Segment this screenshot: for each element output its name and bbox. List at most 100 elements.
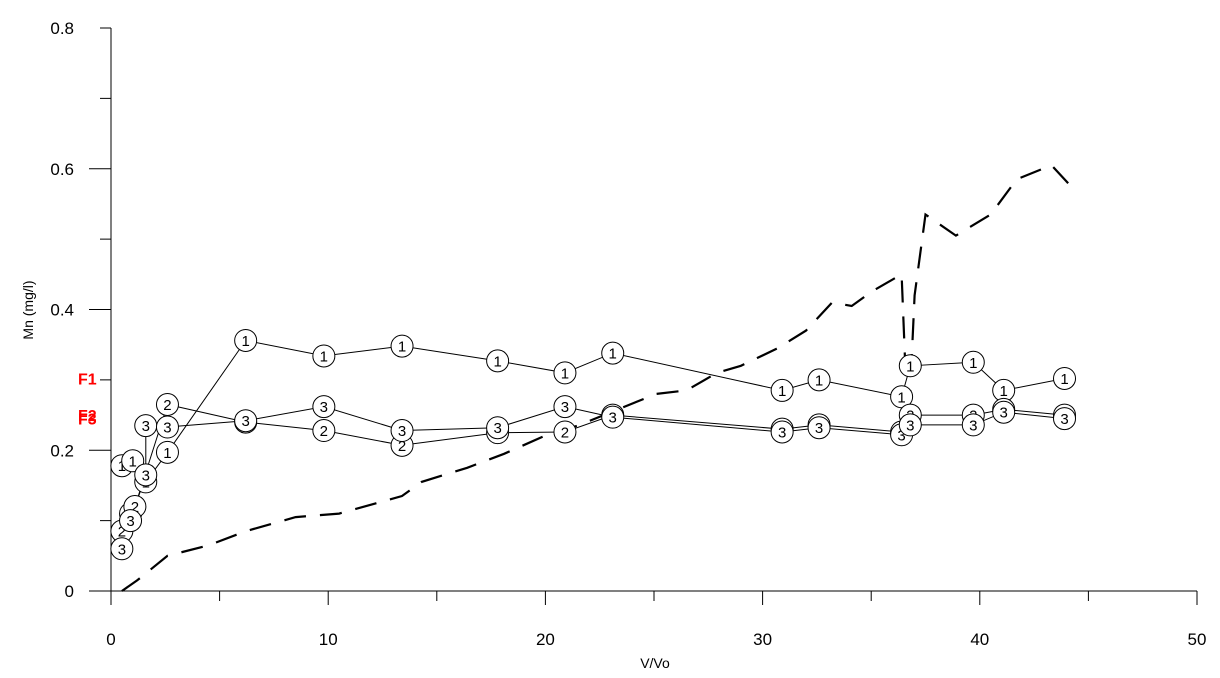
point-marker-label: 1 <box>969 355 977 372</box>
point-marker <box>601 341 625 365</box>
point-marker <box>553 395 577 419</box>
series-line-f2 <box>121 403 1065 532</box>
data-point-f3: 3 <box>553 395 577 419</box>
y-tick-label: 0.6 <box>50 160 74 179</box>
data-point-f1: 1 <box>155 440 179 464</box>
point-marker-label: 2 <box>398 438 406 455</box>
data-point-f1: 1 <box>312 344 336 368</box>
point-marker-label: 1 <box>398 339 406 356</box>
point-marker-label: 1 <box>118 458 126 475</box>
point-marker-label: 3 <box>1000 405 1008 422</box>
point-marker-label: 3 <box>493 420 501 437</box>
data-point-f2: 2 <box>155 393 179 417</box>
point-marker <box>312 344 336 368</box>
point-marker <box>119 509 143 533</box>
point-marker <box>553 420 577 444</box>
dashed-series-line <box>121 163 1079 592</box>
axes: 0 10 20 30 40 50 0 0.2 0.4 0.6 0.8 <box>50 19 1206 649</box>
point-marker-label: 3 <box>398 423 406 440</box>
point-marker-label: 2 <box>320 423 328 440</box>
point-marker-label: 3 <box>778 424 786 441</box>
x-axis-title: V/Vo <box>640 655 670 671</box>
data-point-f3: 3 <box>134 414 158 438</box>
point-marker <box>486 349 510 373</box>
point-marker <box>155 393 179 417</box>
point-marker <box>807 416 831 440</box>
x-tick-label: 0 <box>106 630 115 649</box>
y-axis-title: Mn (mg/l) <box>20 280 36 339</box>
point-marker-label: 2 <box>163 397 171 414</box>
point-marker <box>390 419 414 443</box>
point-marker-label: 1 <box>163 445 171 462</box>
point-marker-label: 3 <box>142 418 150 435</box>
data-point-f1: 1 <box>234 328 258 352</box>
point-marker-label: 2 <box>118 524 126 541</box>
point-marker-label: 1 <box>609 346 617 363</box>
point-marker-label: 3 <box>561 399 569 416</box>
data-point-f3: 3 <box>390 419 414 443</box>
point-marker <box>110 537 134 561</box>
point-marker-label: 1 <box>815 372 823 389</box>
point-marker-label: 2 <box>561 424 569 441</box>
data-point-f3: 3 <box>234 409 258 433</box>
point-marker <box>155 415 179 439</box>
point-marker <box>312 419 336 443</box>
data-point-f3: 3 <box>961 413 985 437</box>
point-marker-label: 1 <box>320 348 328 365</box>
y-tick-label: 0.4 <box>50 301 74 320</box>
point-marker-label: 1 <box>778 383 786 400</box>
point-marker-label: 1 <box>906 358 914 375</box>
data-point-f3: 3 <box>155 415 179 439</box>
point-marker-label: 3 <box>142 467 150 484</box>
data-point-f2: 2 <box>553 420 577 444</box>
point-marker <box>770 420 794 444</box>
data-point-f1: 1 <box>553 361 577 385</box>
point-marker <box>807 368 831 392</box>
point-marker-label: 3 <box>609 410 617 427</box>
point-marker-label: 3 <box>320 399 328 416</box>
point-marker <box>1053 407 1077 431</box>
point-marker-label: 3 <box>118 541 126 558</box>
data-point-f1: 1 <box>770 378 794 402</box>
data-point-f3: 3 <box>898 413 922 437</box>
point-marker <box>312 395 336 419</box>
data-point-f1: 1 <box>390 334 414 358</box>
data-point-f3: 3 <box>110 537 134 561</box>
point-marker-label: 1 <box>241 333 249 350</box>
data-point-f3: 3 <box>807 416 831 440</box>
point-marker-label: 2 <box>131 499 139 516</box>
point-marker <box>234 328 258 352</box>
series-name-label: F2 <box>78 408 97 425</box>
point-marker <box>134 463 158 487</box>
point-marker-label: 3 <box>969 417 977 434</box>
point-marker-label: 3 <box>897 427 905 444</box>
data-point-f1: 1 <box>898 354 922 378</box>
point-marker-label: 1 <box>561 365 569 382</box>
point-marker <box>1053 366 1077 390</box>
data-point-f3: 3 <box>312 395 336 419</box>
series-line-f1 <box>121 339 1065 483</box>
series-line-f3 <box>121 406 1065 549</box>
y-tick-label: 0.8 <box>50 19 74 38</box>
point-marker <box>961 413 985 437</box>
x-tick-label: 20 <box>536 630 555 649</box>
x-tick-label: 40 <box>970 630 989 649</box>
point-marker-label: 1 <box>129 453 137 470</box>
point-marker-label: 1 <box>897 389 905 406</box>
point-marker <box>770 378 794 402</box>
point-marker-label: 3 <box>163 420 171 437</box>
data-point-f3: 3 <box>770 420 794 444</box>
point-marker-label: 3 <box>906 417 914 434</box>
data-point-f3: 3 <box>119 509 143 533</box>
point-marker-label: 1 <box>1000 383 1008 400</box>
data-point-f1: 1 <box>807 368 831 392</box>
x-tick-label: 30 <box>753 630 772 649</box>
point-marker-label: 1 <box>493 353 501 370</box>
series-layer: 1111111111111111122222222222222222333333… <box>78 163 1079 592</box>
data-point-f3: 3 <box>486 416 510 440</box>
data-point-f1: 1 <box>961 350 985 374</box>
data-point-f2: 2 <box>312 419 336 443</box>
x-tick-label: 10 <box>319 630 338 649</box>
point-marker <box>898 354 922 378</box>
